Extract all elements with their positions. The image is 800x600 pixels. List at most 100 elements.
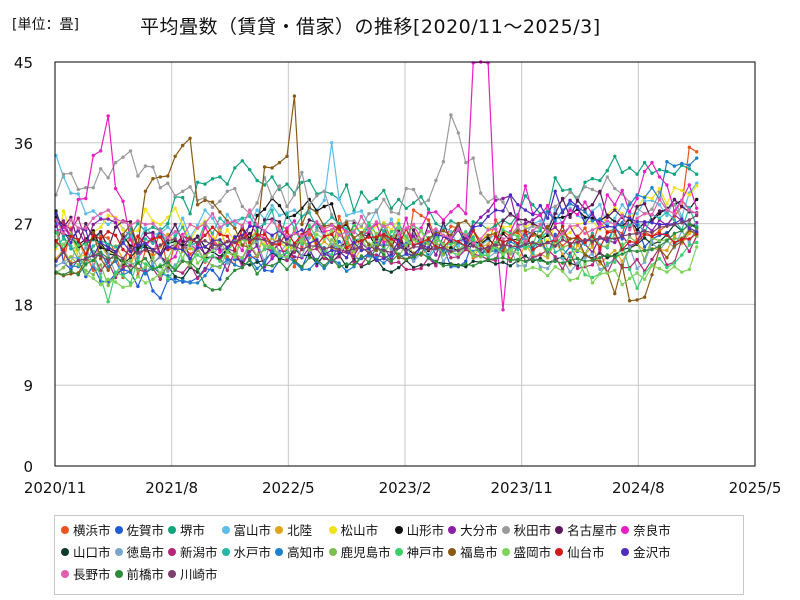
data-point [426, 211, 431, 215]
data-point [69, 171, 73, 175]
data-point [508, 224, 513, 228]
data-point [188, 256, 192, 261]
data-point [277, 254, 282, 258]
data-point [575, 240, 580, 245]
data-point [151, 230, 155, 235]
data-point [315, 228, 319, 232]
data-point [575, 234, 580, 238]
data-point [91, 276, 96, 281]
data-point [575, 223, 580, 228]
legend-marker [328, 547, 337, 556]
data-point [695, 240, 699, 245]
data-point [523, 221, 528, 226]
data-point [397, 224, 401, 228]
data-point [397, 265, 401, 270]
data-point [367, 221, 371, 225]
data-point [426, 218, 431, 222]
series-24 [54, 213, 699, 266]
data-point [568, 278, 572, 282]
data-point [419, 245, 423, 249]
data-point [583, 200, 587, 204]
data-point [553, 221, 557, 226]
data-point [650, 234, 654, 238]
legend-item: 横浜市 [61, 520, 111, 539]
data-point [464, 265, 468, 269]
data-point [672, 244, 677, 248]
data-point [61, 231, 66, 236]
data-point [672, 186, 677, 190]
data-point [583, 253, 587, 257]
data-point [270, 208, 274, 212]
data-point [613, 268, 617, 272]
data-point [419, 195, 423, 199]
data-point [352, 230, 356, 235]
data-point [270, 166, 274, 170]
data-point [456, 255, 460, 259]
data-point [151, 237, 155, 241]
data-point [531, 212, 535, 217]
data-point [449, 263, 453, 267]
data-point [173, 230, 177, 234]
data-point [680, 188, 684, 193]
data-point [486, 233, 490, 237]
data-point [128, 264, 133, 268]
data-point [665, 213, 669, 218]
data-point [531, 229, 535, 233]
data-point [635, 216, 639, 220]
data-point [240, 248, 244, 253]
data-point [69, 228, 73, 232]
data-point [456, 264, 460, 268]
data-point [627, 248, 632, 253]
data-point [307, 241, 311, 246]
data-point [99, 246, 103, 250]
data-point [687, 267, 691, 272]
data-point [374, 258, 379, 263]
data-point [575, 204, 580, 209]
y-tick-label: 18 [14, 296, 33, 314]
legend-label: 奈良市 [633, 523, 671, 538]
data-point [642, 257, 647, 262]
data-point [337, 224, 341, 228]
data-point [642, 199, 647, 203]
data-point [255, 254, 259, 258]
data-point [523, 230, 528, 234]
data-point [382, 253, 386, 257]
data-point [158, 265, 162, 269]
data-point [486, 214, 490, 219]
data-point [531, 224, 535, 228]
data-point [635, 266, 639, 271]
data-point [76, 247, 81, 252]
data-point [262, 268, 267, 272]
data-point [322, 247, 326, 251]
data-point [598, 217, 602, 221]
data-point [99, 254, 103, 258]
data-point [248, 214, 252, 219]
data-point [456, 252, 460, 256]
data-point [516, 241, 520, 246]
data-point [560, 188, 565, 193]
data-point [627, 232, 632, 237]
data-point [590, 252, 595, 256]
data-point [687, 249, 691, 254]
data-point [404, 251, 408, 255]
data-point [441, 264, 446, 268]
data-point [262, 229, 267, 233]
data-point [173, 222, 177, 227]
data-point [285, 182, 289, 186]
data-point [695, 181, 699, 185]
data-point [99, 263, 103, 267]
data-point [352, 211, 356, 215]
data-point [568, 241, 572, 246]
data-point [508, 258, 513, 263]
data-point [69, 269, 73, 273]
data-point [598, 203, 602, 207]
data-point [158, 235, 162, 239]
data-point [531, 251, 535, 255]
data-point [218, 256, 222, 260]
data-point [128, 238, 133, 242]
data-point [620, 247, 624, 252]
data-point [523, 245, 528, 249]
data-point [270, 241, 274, 246]
data-point [672, 265, 677, 269]
legend-label: 堺市 [180, 523, 206, 538]
